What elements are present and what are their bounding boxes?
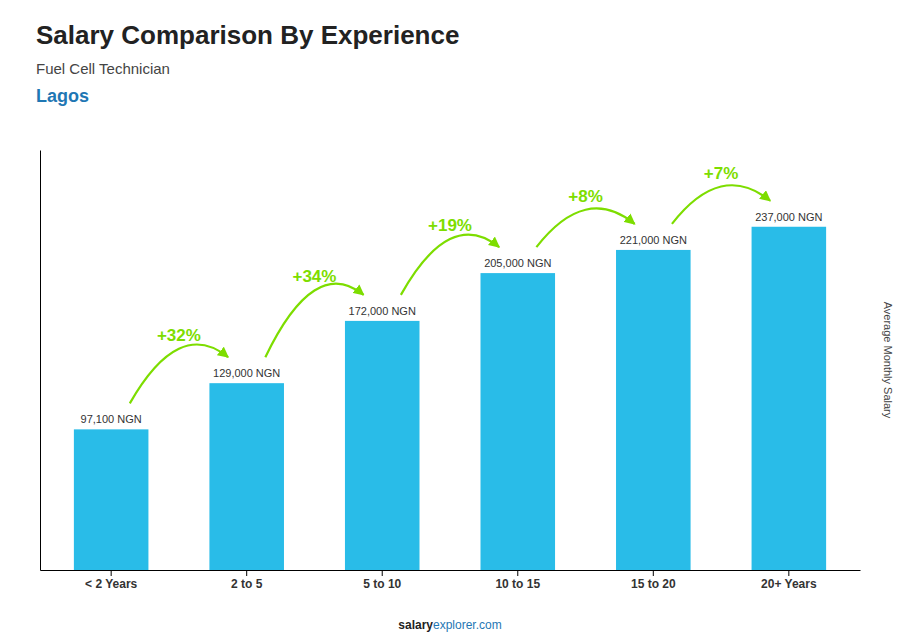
chart-svg: Salary Comparison By Experience Fuel Cell…	[0, 0, 900, 641]
y-axis-line	[40, 151, 41, 571]
subtitle: Fuel Cell Technician	[36, 60, 170, 77]
x-axis-line	[41, 570, 861, 571]
x-tick: 2 to 5	[231, 570, 263, 591]
data-label: 129,000 NGN	[213, 367, 280, 379]
x-tick: < 2 Years	[85, 570, 137, 591]
x-tick-mark	[653, 570, 654, 576]
x-tick-label: 15 to 20	[631, 577, 676, 591]
footer-part: explorer.com	[433, 618, 502, 632]
city: Lagos	[36, 86, 89, 106]
data-label: 237,000 NGN	[755, 211, 822, 223]
x-tick: 20+ Years	[761, 570, 817, 591]
x-tick-mark	[111, 570, 112, 576]
bar	[209, 383, 284, 570]
x-tick-mark	[246, 570, 247, 576]
data-label: 221,000 NGN	[620, 234, 687, 246]
title: Salary Comparison By Experience	[36, 20, 459, 50]
x-tick-label: 5 to 10	[363, 577, 401, 591]
bar	[480, 273, 555, 570]
y-axis	[40, 151, 41, 571]
x-tick: 10 to 15	[495, 570, 540, 591]
x-tick-label: 2 to 5	[231, 577, 263, 591]
change-label: +7%	[704, 164, 739, 183]
change-label: +34%	[292, 267, 336, 286]
data-label: 172,000 NGN	[349, 305, 416, 317]
y-axis-title: Average Monthly Salary	[882, 302, 894, 419]
data-labels: 97,100 NGN 129,000 NGN 172,000 NGN 205,000 …	[81, 211, 823, 426]
change-label: +8%	[568, 187, 603, 206]
change-arrow	[401, 235, 499, 295]
bar	[74, 429, 149, 570]
footer: salaryexplorer.com	[398, 618, 501, 632]
change-arrow	[536, 208, 634, 247]
x-tick-mark	[788, 570, 789, 576]
bar	[752, 227, 827, 570]
change-label: +32%	[157, 326, 201, 345]
change-label: +19%	[428, 216, 472, 235]
change-arrow	[130, 344, 228, 403]
x-tick-mark	[382, 570, 383, 576]
footer-part: salary	[398, 618, 433, 632]
x-axis: < 2 Years 2 to 5 5 to 10 10 to 15 15 to 20 20…	[41, 570, 861, 591]
x-tick-label: 10 to 15	[495, 577, 540, 591]
bar	[616, 250, 691, 570]
x-tick-mark	[517, 570, 518, 576]
bar	[345, 321, 420, 570]
data-label: 205,000 NGN	[484, 257, 551, 269]
x-tick-label: 20+ Years	[761, 577, 817, 591]
data-label: 97,100 NGN	[81, 413, 142, 425]
x-tick-label: < 2 Years	[85, 577, 137, 591]
bars	[74, 227, 826, 570]
x-tick: 5 to 10	[363, 570, 401, 591]
x-tick: 15 to 20	[631, 570, 676, 591]
change-arrow	[265, 284, 363, 358]
change-annotations: +32% +34% +19% +8% +7%	[130, 164, 770, 404]
change-arrow	[672, 185, 770, 224]
